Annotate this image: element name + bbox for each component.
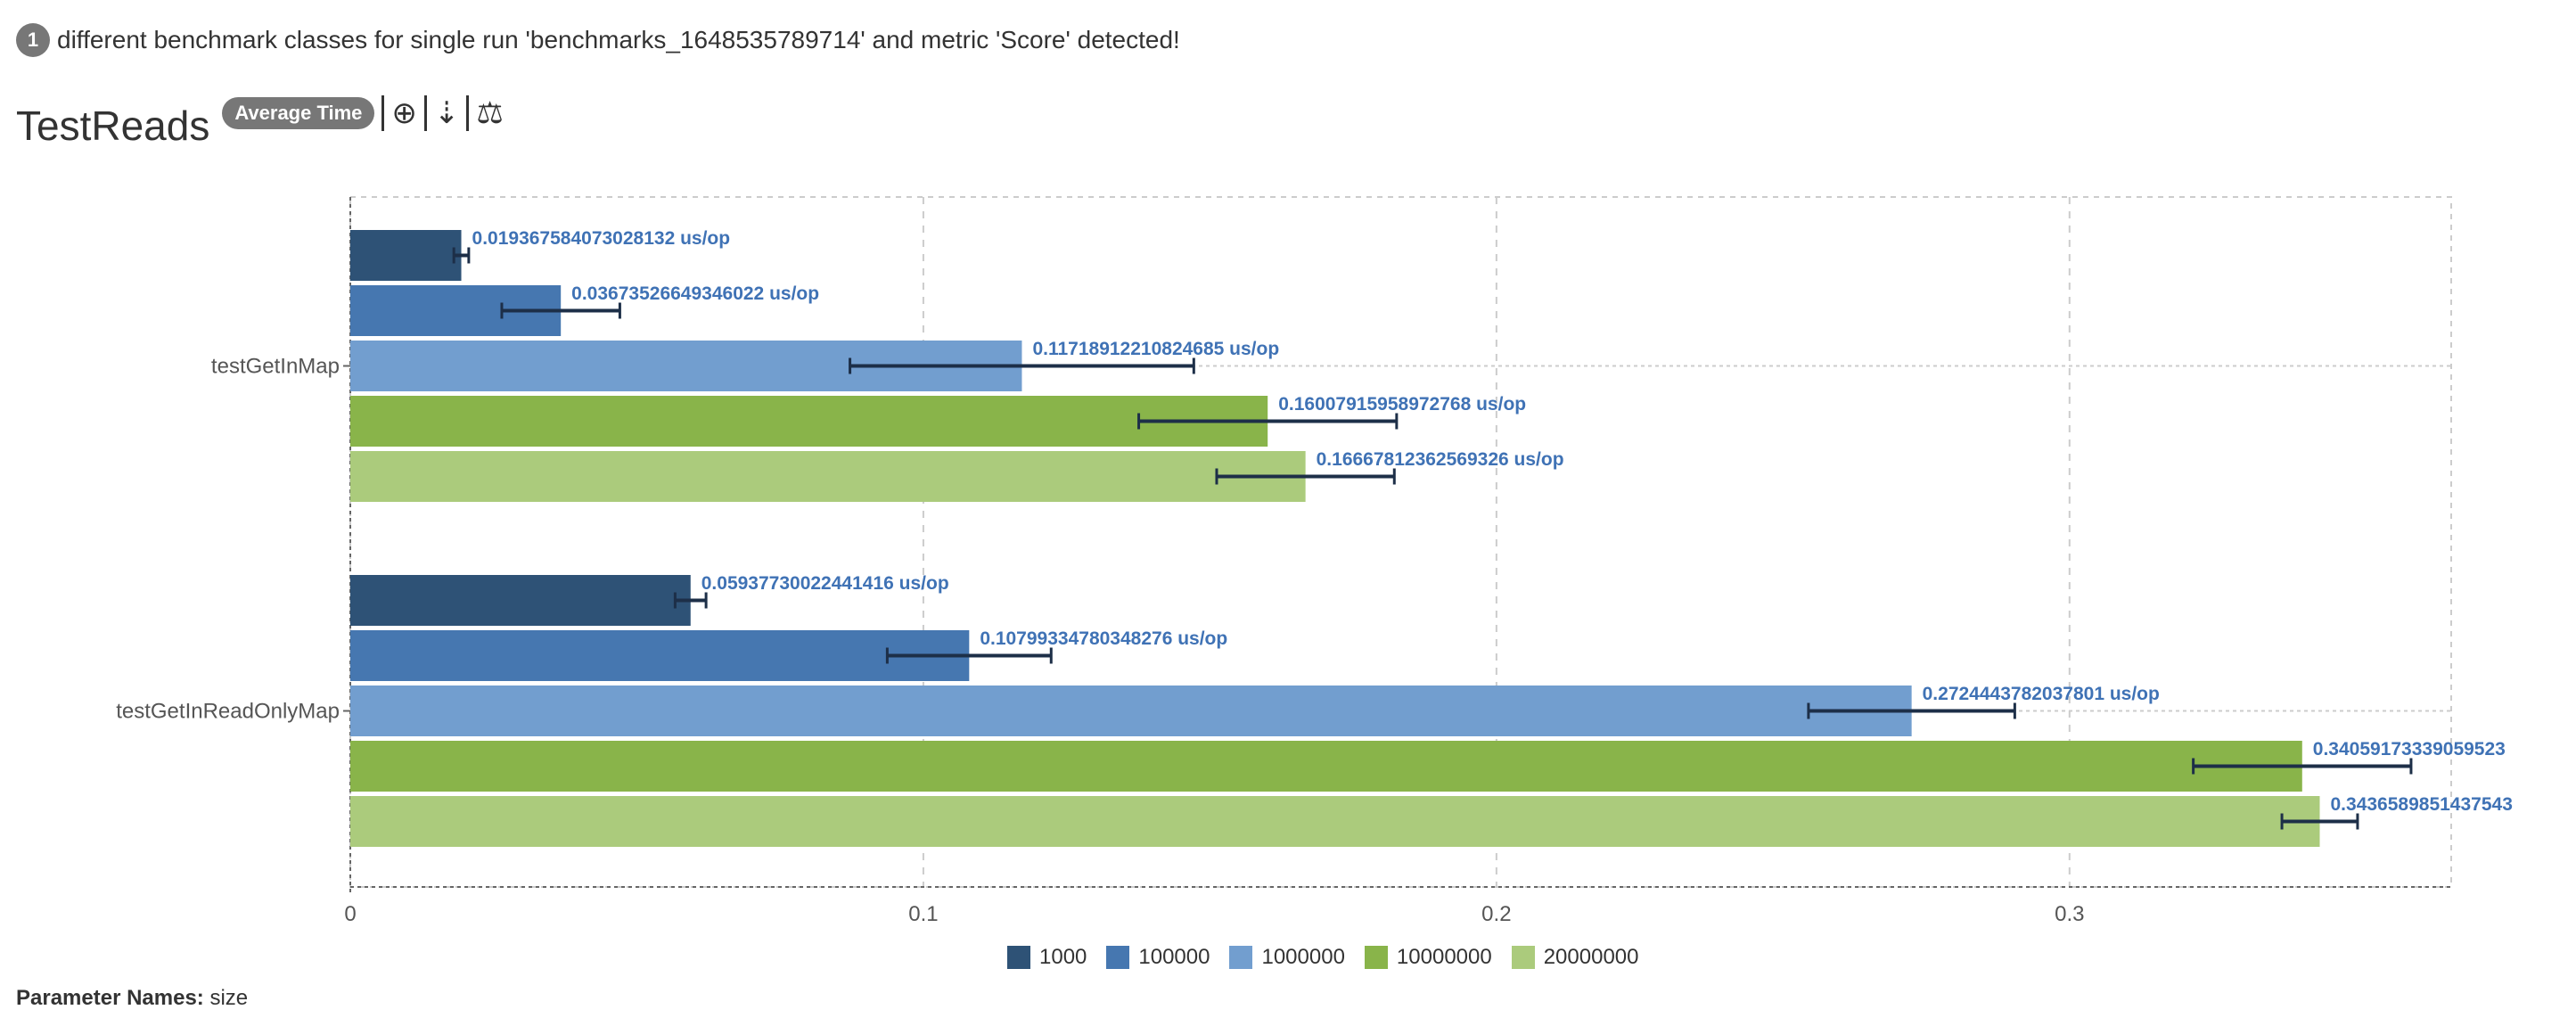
parameter-label: Parameter Names:: [16, 986, 204, 1010]
bar: [350, 630, 970, 681]
bar: [350, 451, 1306, 502]
zoom-in-icon[interactable]: ⊕: [391, 96, 417, 130]
legend-item[interactable]: 100000: [1106, 945, 1210, 970]
page-title: TestReads: [16, 103, 210, 149]
data-label: 0.05937730022441416 us/op: [701, 573, 949, 594]
legend-swatch: [1106, 946, 1130, 969]
chart-legend: 1000 100000 1000000 10000000 20000000: [1007, 945, 1638, 970]
legend-label: 100000: [1138, 945, 1210, 969]
parameter-value: size: [209, 986, 249, 1010]
legend-label: 20000000: [1543, 945, 1639, 969]
mode-badge: Average Time: [222, 97, 375, 129]
legend-swatch: [1364, 946, 1388, 969]
bar: [350, 686, 1912, 736]
data-label: 0.10799334780348276 us/op: [980, 628, 1227, 649]
data-label: 0.019367584073028132 us/op: [472, 228, 731, 249]
divider: [381, 95, 385, 131]
count-badge: 1: [16, 23, 50, 57]
legend-item[interactable]: 10000000: [1364, 945, 1492, 970]
balance-scale-icon[interactable]: ⚖: [476, 96, 504, 130]
x-tick-label: 0.1: [908, 902, 938, 926]
category-label: testGetInMap: [211, 355, 340, 379]
legend-label: 1000: [1039, 945, 1087, 969]
data-label: 0.2724443782037801 us/op: [1923, 684, 2160, 704]
legend-item[interactable]: 1000000: [1229, 945, 1345, 970]
notice-text: different benchmark classes for single r…: [57, 26, 1180, 53]
legend-item[interactable]: 1000: [1007, 945, 1087, 970]
bar: [350, 796, 2320, 847]
sort-icon[interactable]: ⇣: [433, 96, 460, 130]
legend-label: 1000000: [1261, 945, 1345, 969]
data-label: 0.3436589851437543: [2331, 794, 2513, 815]
legend-swatch: [1229, 946, 1253, 969]
legend-label: 10000000: [1396, 945, 1492, 969]
x-tick-label: 0: [344, 902, 356, 926]
data-label: 0.03673526649346022 us/op: [571, 283, 819, 304]
legend-swatch: [1007, 946, 1030, 969]
category-label: testGetInReadOnlyMap: [116, 700, 340, 724]
data-label: 0.16667812362569326 us/op: [1317, 449, 1564, 470]
bar: [350, 575, 691, 626]
legend-swatch: [1511, 946, 1535, 969]
x-tick-label: 0.2: [1481, 902, 1511, 926]
bar: [350, 230, 462, 281]
notice-message: 1 different benchmark classes for single…: [16, 23, 1180, 57]
bar: [350, 396, 1268, 447]
data-label: 0.34059173339059523: [2313, 739, 2506, 759]
chart-header: TestReads Average Time ⊕ ⇣ ⚖: [16, 89, 504, 150]
x-tick-label: 0.3: [2055, 902, 2084, 926]
data-label: 0.16007915958972768 us/op: [1278, 394, 1526, 415]
parameter-names: Parameter Names: size: [16, 986, 248, 1011]
legend-item[interactable]: 20000000: [1511, 945, 1639, 970]
data-label: 0.11718912210824685 us/op: [1032, 339, 1279, 359]
divider: [423, 95, 427, 131]
bar: [350, 741, 2302, 792]
divider: [466, 95, 470, 131]
